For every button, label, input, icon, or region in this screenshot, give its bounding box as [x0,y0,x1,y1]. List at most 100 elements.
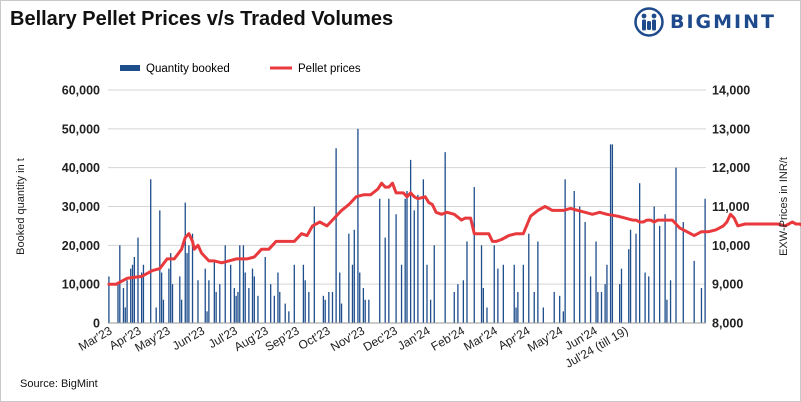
quantity-bar [395,214,397,323]
y-left-tick-label: 0 [93,317,100,331]
quantity-bar [302,264,305,323]
y-left-axis-title: Booked quantity in t [15,158,27,255]
quantity-bar [400,264,403,323]
quantity-bar [609,144,612,323]
quantity-bar [553,291,555,323]
quantity-bar [693,260,695,323]
quantity-bar [251,268,254,323]
quantity-bar [179,276,181,323]
quantity-bar [606,264,608,323]
quantity-bar [191,233,194,323]
quantity-bar [348,233,350,323]
source-note: Source: BigMint [20,378,98,390]
quantity-bar [522,264,524,323]
legend-swatch-quantity [120,65,140,71]
quantity-bar [604,284,606,323]
quantity-bar [359,272,361,323]
quantity-bar [170,253,172,323]
quantity-bar [279,291,281,323]
quantity-bar [480,245,483,323]
quantity-bar [559,295,561,323]
quantity-bar [140,272,143,323]
quantity-bar [244,272,246,323]
quantity-bar [130,268,132,323]
quantity-bar [362,288,365,323]
quantity-bar [288,311,290,323]
x-tick-label: Aug'23 [232,323,271,354]
x-tick-label: Jan'24 [395,323,433,353]
x-tick-label: Oct'23 [296,323,333,352]
y-left-tick-label: 50,000 [62,122,100,136]
quantity-bar [700,288,703,323]
quantity-bar [388,198,390,323]
quantity-bar [600,291,603,323]
quantity-bar [675,167,677,323]
quantity-bar [230,264,232,323]
quantity-bar [364,299,366,323]
quantity-bar [629,229,632,323]
quantity-bar [619,284,621,323]
quantity-bar [188,245,190,323]
quantity-bar [117,284,119,323]
y-right-tick-label: 10,000 [712,239,750,253]
quantity-bar [224,245,226,323]
quantity-bar [542,307,544,323]
x-tick-label: Sep'23 [263,323,302,354]
x-tick-label: Mar'24 [461,323,500,353]
quantity-bar [142,264,145,323]
quantity-bar [517,291,519,323]
quantity-bar [257,295,259,323]
quantity-bar [277,272,279,323]
x-tick-label: Nov'23 [328,323,367,354]
quantity-bar [339,272,341,323]
quantity-bar [328,291,330,323]
quantity-bar [653,206,655,323]
brand-name: BIGMINT [670,11,776,33]
quantity-bar [429,299,432,323]
quantity-bar [564,179,566,323]
quantity-bar [184,202,186,323]
quantity-bar [233,288,235,323]
quantity-bar [197,280,199,323]
quantity-bar [502,264,504,323]
y-right-axis-title: EXW-Prices in INR/t [778,157,790,256]
pellet-price-line [107,181,801,286]
quantity-bar [664,214,666,323]
quantity-bar [293,264,295,323]
quantity-bar [635,233,637,323]
y-right-tick-label: 12,000 [712,161,750,175]
quantity-bar [466,241,468,323]
y-left-tick-label: 40,000 [62,161,100,175]
quantity-bar [579,206,581,323]
quantity-bar [186,253,188,323]
brand-logo: BIGMINT [634,6,776,38]
quantity-bar [219,284,221,323]
quantity-bar [628,249,630,323]
quantity-bar [444,152,446,323]
quantity-bar [124,307,126,323]
quantity-bar [215,291,217,323]
quantity-bar [122,288,125,323]
quantity-bar [486,307,488,323]
quantity-bar [322,295,325,323]
x-tick-label: Feb'24 [429,323,468,353]
quantity-bar [150,179,152,323]
y-left-tick-label: 10,000 [62,278,100,292]
legend-label-quantity: Quantity booked [146,63,230,75]
quantity-bar [171,284,174,323]
y-right-tick-label: 11,000 [712,200,750,214]
quantity-bar [213,260,215,323]
quantity-bar [235,295,237,323]
x-tick-label: May'24 [525,323,565,354]
quantity-bar [237,291,239,323]
quantity-bar [669,280,672,323]
quantity-bar [264,256,266,323]
quantity-bar [351,264,354,323]
quantity-bar [206,311,208,323]
quantity-bar [379,198,381,323]
quantity-bar [644,272,646,323]
quantity-bar [413,210,415,323]
quantity-bar [308,291,310,323]
quantity-bar [417,194,419,323]
